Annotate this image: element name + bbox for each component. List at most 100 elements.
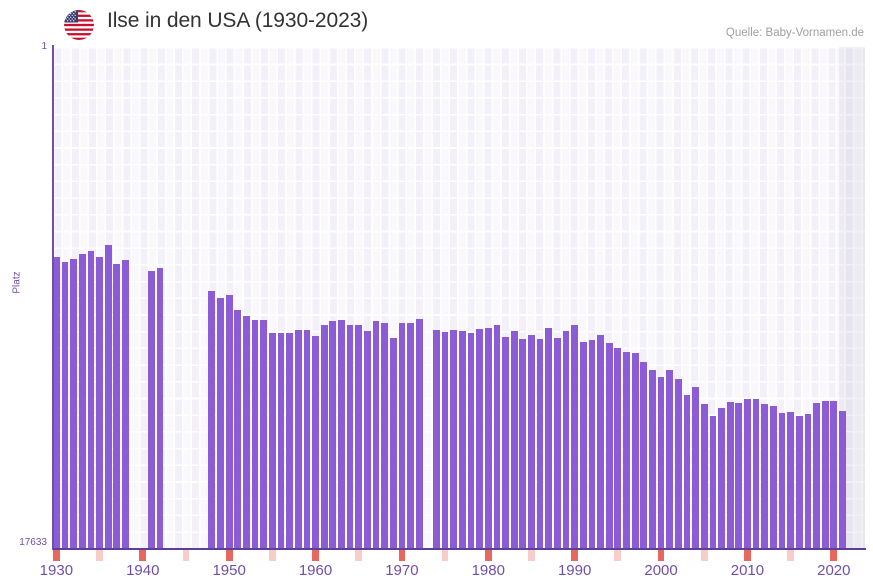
bar	[761, 403, 769, 548]
bar	[329, 321, 337, 548]
bar	[726, 401, 734, 548]
chart-header: Ilse in den USA (1930-2023) Quelle: Baby…	[0, 0, 873, 46]
bar	[813, 402, 820, 548]
bar	[286, 332, 293, 548]
x-axis-tick-major	[139, 550, 147, 561]
bar	[113, 263, 121, 548]
x-axis-label-1970: 1970	[385, 562, 419, 579]
x-axis-line	[53, 548, 866, 550]
bar	[104, 245, 112, 548]
bar	[389, 337, 397, 548]
bar	[640, 362, 648, 548]
bar	[821, 401, 829, 548]
bar	[830, 401, 838, 548]
bar	[372, 321, 380, 548]
bar	[804, 413, 812, 548]
bar	[839, 410, 846, 548]
bar	[493, 324, 501, 548]
x-axis-tick-major	[571, 550, 579, 561]
bar	[415, 318, 423, 548]
bar	[441, 331, 449, 548]
bar	[597, 335, 604, 548]
bar	[268, 332, 276, 548]
bar	[217, 297, 224, 548]
bar	[795, 415, 803, 548]
bar	[70, 258, 77, 548]
x-axis-label-2000: 2000	[644, 562, 678, 579]
x-axis-tick-major	[484, 550, 492, 561]
x-axis-tick-minor	[528, 550, 535, 561]
bar	[657, 377, 665, 548]
bar	[545, 328, 553, 548]
bar	[623, 352, 630, 548]
bar	[666, 370, 674, 548]
bar	[225, 294, 233, 548]
bar	[787, 411, 794, 548]
bar	[355, 325, 363, 548]
bar	[692, 386, 699, 548]
us-flag-icon	[64, 10, 94, 40]
x-axis-tick-minor	[96, 550, 103, 561]
x-axis-tick-marks	[53, 550, 865, 561]
bar	[502, 337, 509, 548]
bar	[631, 352, 639, 548]
x-axis-label-1940: 1940	[126, 562, 160, 579]
y-axis-tick-bottom: 17633	[19, 537, 47, 548]
bar-series-layer	[53, 47, 865, 548]
bar	[674, 379, 682, 548]
bar	[96, 256, 103, 548]
bar	[467, 332, 475, 548]
x-axis-label-2010: 2010	[730, 562, 765, 579]
x-axis-tick-major	[312, 550, 319, 561]
bar	[407, 322, 414, 548]
x-axis-tick-major	[53, 550, 60, 561]
x-axis-tick-minor	[268, 550, 276, 561]
x-axis-label-1950: 1950	[212, 562, 246, 579]
x-axis-tick-minor	[355, 550, 363, 561]
bar	[484, 328, 492, 548]
bar	[251, 320, 259, 548]
y-axis-tick-top: 1	[41, 41, 47, 52]
bar	[122, 260, 129, 548]
x-axis-tick-minor	[787, 550, 794, 561]
chart-plot-area	[53, 47, 865, 548]
bar	[752, 399, 760, 548]
bar	[700, 404, 708, 548]
x-axis-tick-major	[225, 550, 233, 561]
bar	[519, 339, 527, 548]
bar	[312, 335, 319, 548]
bar	[294, 329, 302, 548]
bar	[243, 315, 250, 548]
bar	[156, 268, 164, 548]
y-axis-line	[52, 45, 54, 550]
bar	[510, 331, 518, 548]
bar	[303, 329, 311, 548]
bar	[562, 331, 570, 548]
bar	[363, 331, 371, 548]
x-axis-tick-labels: 1930 1940 1950 1960 1970 1980 1990 2000 2010 2020	[40, 562, 865, 587]
bar	[450, 329, 458, 548]
bar	[346, 325, 354, 548]
bar	[381, 322, 388, 548]
x-axis-label-1990: 1990	[557, 562, 592, 579]
x-axis-tick-minor	[700, 550, 708, 561]
bar	[87, 251, 95, 548]
x-axis-tick-major	[398, 550, 406, 561]
bar	[234, 309, 242, 548]
bar	[735, 403, 743, 548]
bar	[260, 320, 268, 548]
bar	[61, 261, 69, 548]
x-axis-label-1960: 1960	[298, 562, 333, 579]
x-axis-label-1930: 1930	[39, 562, 74, 579]
x-axis-label-1980: 1980	[471, 562, 505, 579]
bar	[459, 331, 466, 548]
x-axis-tick-major	[744, 550, 751, 561]
chart-source-attribution: Quelle: Baby-Vornamen.de	[725, 27, 864, 39]
bar	[778, 412, 786, 548]
bar	[433, 329, 440, 548]
bar	[579, 341, 587, 548]
page-title: Ilse in den USA (1930-2023)	[107, 9, 369, 32]
x-axis-tick-minor	[614, 550, 622, 561]
bar	[338, 320, 345, 548]
bar	[398, 323, 406, 548]
